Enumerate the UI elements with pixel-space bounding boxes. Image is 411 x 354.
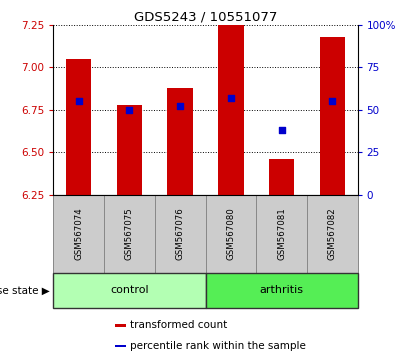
Point <box>126 107 133 113</box>
Bar <box>115 345 126 347</box>
Text: GSM567080: GSM567080 <box>226 207 236 260</box>
Bar <box>53 273 206 308</box>
Text: GSM567081: GSM567081 <box>277 207 286 260</box>
Bar <box>155 195 206 273</box>
Bar <box>206 195 256 273</box>
Bar <box>53 195 104 273</box>
Bar <box>256 195 307 273</box>
Text: GSM567082: GSM567082 <box>328 207 337 260</box>
Text: control: control <box>110 285 149 295</box>
Bar <box>117 105 142 195</box>
Text: disease state ▶: disease state ▶ <box>0 285 49 295</box>
Point <box>278 127 285 133</box>
Point <box>177 103 183 109</box>
Bar <box>66 59 91 195</box>
Bar <box>206 273 358 308</box>
Text: arthritis: arthritis <box>259 285 304 295</box>
Point <box>76 98 82 104</box>
Text: GSM567074: GSM567074 <box>74 207 83 260</box>
Bar <box>319 37 345 195</box>
Point <box>329 98 335 104</box>
Text: GSM567076: GSM567076 <box>175 207 185 260</box>
Point <box>228 95 234 101</box>
Bar <box>104 195 155 273</box>
Title: GDS5243 / 10551077: GDS5243 / 10551077 <box>134 11 277 24</box>
Bar <box>307 195 358 273</box>
Bar <box>168 88 193 195</box>
Text: transformed count: transformed count <box>130 320 227 331</box>
Bar <box>218 25 243 195</box>
Bar <box>269 159 294 195</box>
Text: GSM567075: GSM567075 <box>125 207 134 260</box>
Text: percentile rank within the sample: percentile rank within the sample <box>130 341 306 351</box>
Bar <box>115 324 126 326</box>
